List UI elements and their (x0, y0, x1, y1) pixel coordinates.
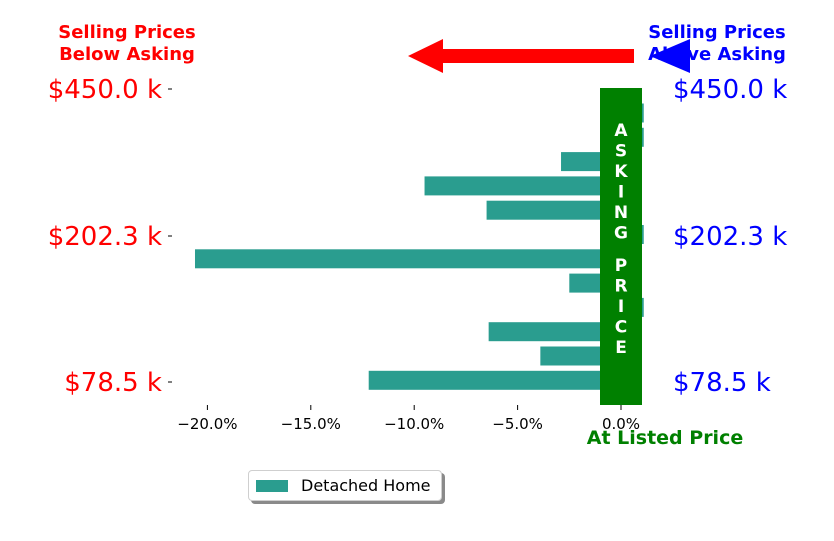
header-below-line2: Below Asking (59, 44, 195, 65)
at-listed-price-label: At Listed Price (587, 427, 743, 449)
header-above-line1: Selling Prices (648, 22, 785, 43)
x-tick-label: −10.0% (384, 415, 444, 433)
legend-swatch (256, 479, 288, 492)
price-label-left: $202.3 k (48, 222, 162, 252)
price-label-left: $78.5 k (64, 368, 162, 398)
asking-price-letter: I (618, 183, 624, 203)
bars (194, 103, 644, 390)
price-labels: $450.0 k $202.3 k $78.5 k $450.0 k $202.3 k $… (48, 75, 788, 398)
x-tick-label: 0.0% (602, 415, 640, 433)
asking-price-letter: N (614, 203, 628, 223)
bar (424, 176, 621, 196)
asking-price-letter: K (614, 162, 628, 182)
bar (194, 249, 621, 269)
right-arrow (650, 39, 690, 73)
asking-price-letter: I (618, 297, 624, 317)
x-tick-label: −20.0% (177, 415, 237, 433)
price-label-right: $450.0 k (673, 75, 787, 105)
legend-label: Detached Home (301, 476, 431, 495)
price-label-right: $78.5 k (673, 368, 771, 398)
asking-price-letter: G (614, 224, 628, 244)
asking-price-letter: C (615, 318, 627, 338)
left-arrow (408, 39, 634, 73)
left-axis-ticks (168, 88, 172, 383)
asking-price-letter: A (614, 121, 628, 141)
asking-price-letter: R (614, 277, 627, 297)
x-tick-label: −5.0% (492, 415, 543, 433)
asking-price-letter: E (615, 338, 627, 358)
asking-price-letter: P (615, 256, 627, 276)
legend: Detached Home (248, 470, 442, 501)
x-axis: −20.0% −15.0% −10.0% −5.0% 0.0% (177, 405, 640, 433)
price-label-left: $450.0 k (48, 75, 162, 105)
bar (488, 322, 621, 342)
bar (368, 370, 621, 390)
asking-price-letter: S (615, 142, 627, 162)
bar (486, 200, 621, 220)
x-tick-label: −15.0% (281, 415, 341, 433)
asking-price-band (600, 88, 642, 405)
header-below-line1: Selling Prices (58, 22, 195, 43)
price-label-right: $202.3 k (673, 222, 787, 252)
